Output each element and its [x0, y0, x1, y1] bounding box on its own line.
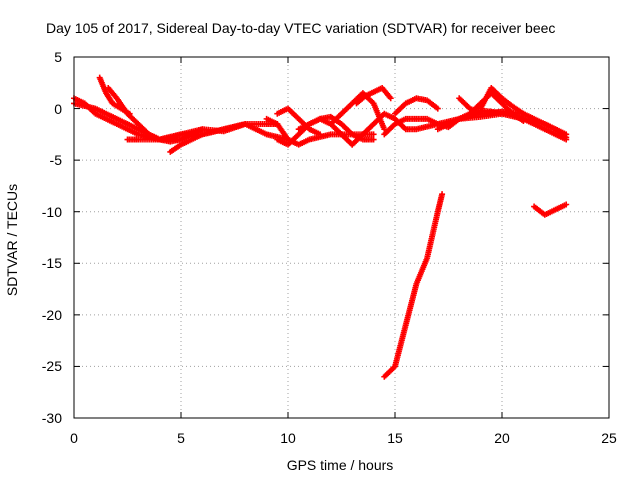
x-tick-label: 0 [70, 430, 78, 446]
chart-title: Day 105 of 2017, Sidereal Day-to-day VTE… [46, 20, 556, 36]
series-arc-9 [274, 105, 324, 138]
series-arc-21 [381, 191, 446, 380]
x-tick-label: 25 [601, 430, 617, 446]
data-point [563, 201, 570, 208]
series-arc-20 [520, 115, 570, 143]
x-tick-label: 20 [494, 430, 510, 446]
series-arc-11 [327, 90, 388, 133]
data-point [439, 191, 446, 198]
x-tick-label: 5 [177, 430, 185, 446]
x-tick-label: 15 [387, 430, 403, 446]
series-arc-22 [531, 201, 570, 218]
y-axis-label: SDTVAR / TECUs [4, 183, 20, 297]
y-tick-label: -10 [41, 203, 62, 220]
data-point [434, 105, 441, 112]
x-tick-label: 10 [280, 430, 296, 446]
series-arc-13 [353, 84, 394, 107]
series-arc-15 [392, 95, 441, 117]
data-point [563, 136, 570, 143]
data-point [317, 131, 324, 138]
y-tick-label: -5 [49, 152, 62, 169]
y-tick-label: -25 [41, 358, 62, 375]
y-tick-label: 5 [54, 49, 62, 65]
y-tick-label: -30 [41, 410, 62, 426]
data-point [387, 95, 394, 102]
y-tick-label: -15 [41, 255, 62, 272]
data-point [370, 131, 377, 138]
x-axis-label: GPS time / hours [286, 457, 394, 473]
data-points [71, 74, 570, 380]
data-point [370, 136, 377, 143]
y-tick-label: 0 [54, 100, 62, 117]
plot-frame [73, 56, 610, 419]
series-arc-6 [167, 121, 281, 155]
series-arc-19 [477, 84, 570, 141]
data-point [199, 126, 206, 133]
y-tick-label: -20 [41, 306, 62, 323]
